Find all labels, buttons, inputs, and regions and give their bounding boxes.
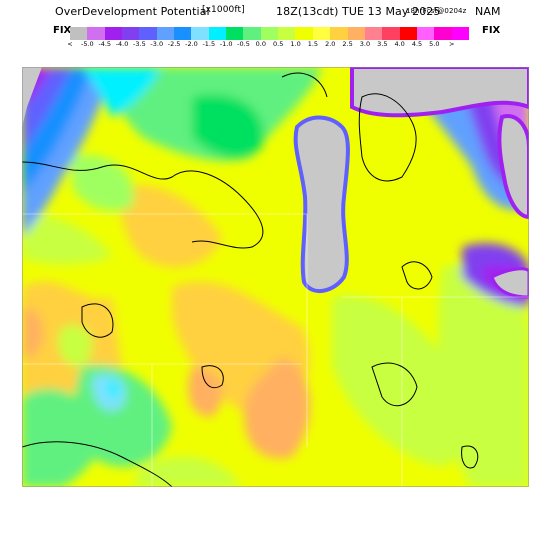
colorbar-swatch	[295, 27, 313, 40]
colorbar-tick-label: -0.5	[237, 40, 250, 48]
colorbar-swatch	[451, 27, 469, 40]
colorbar-swatch	[416, 27, 435, 40]
colorbar-tick-label: >	[448, 40, 455, 48]
colorbar-tick-label: 1.5	[307, 40, 319, 48]
colorbar-swatch	[87, 27, 105, 40]
colorbar-tick-label: 5.0	[429, 40, 440, 48]
product-title: OverDevelopment Potential	[55, 5, 210, 18]
lake-michigan	[293, 115, 350, 293]
colorbar-swatch	[278, 27, 296, 40]
lake-huron	[497, 114, 529, 220]
colorbar-swatch	[226, 27, 244, 40]
lake-erie	[490, 267, 529, 299]
colorbar-tick-label: -1.5	[202, 40, 216, 48]
colorbar-swatch	[399, 27, 417, 40]
colorbar-tick-label: 2.5	[342, 40, 353, 48]
colorbar-tick-label: 0.5	[273, 40, 284, 48]
colorbar-swatch	[104, 27, 123, 40]
colorbar-ticks: < -5.0 -4.5 -4.0 -3.5 -3.0 -2.5 -2.0 -1.5 -1.0 -0.…	[62, 40, 502, 52]
state-boundaries	[22, 213, 529, 487]
lake-superior	[350, 67, 529, 118]
colorbar-tick-label: 3.0	[359, 40, 371, 48]
colorbar-swatch	[70, 27, 88, 40]
colorbar-swatch	[156, 27, 175, 40]
forecast-map	[22, 67, 529, 487]
colorbar-tick-label: 0.0	[255, 40, 267, 48]
colorbar-tick-label: -1.0	[219, 40, 233, 48]
colorbar-tick-label: 4.5	[411, 40, 423, 48]
colorbar-tick-label: -3.0	[150, 40, 164, 48]
colorbar-right-label: FIX	[482, 25, 501, 36]
colorbar-swatch	[243, 27, 261, 40]
colorbar	[70, 27, 469, 40]
forecast-hour: 18hrFcst@0204z	[406, 7, 467, 15]
colorbar-swatch	[382, 27, 400, 40]
colorbar-tick-label: -3.5	[133, 40, 146, 48]
colorbar-swatch	[260, 27, 279, 40]
colorbar-tick-label: -4.0	[115, 40, 129, 48]
colorbar-tick-label: -2.0	[185, 40, 198, 48]
valid-time: 18Z(13cdt) TUE 13 May 2025	[276, 5, 441, 18]
colorbar-swatch	[312, 27, 331, 40]
field-shading	[22, 67, 529, 487]
colorbar-swatch	[174, 27, 192, 40]
colorbar-tick-label: 2.0	[325, 40, 336, 48]
units-label: [x1000ft]	[202, 5, 245, 15]
no-data-area	[22, 67, 42, 127]
colorbar-swatch	[347, 27, 365, 40]
map-frame	[22, 67, 529, 487]
colorbar-swatch	[434, 27, 452, 40]
colorbar-tick-label: 1.0	[290, 40, 301, 48]
colorbar-swatch	[208, 27, 227, 40]
colorbar-swatch	[191, 27, 209, 40]
colorbar-swatch	[330, 27, 348, 40]
colorbar-tick-label: -2.5	[167, 40, 181, 48]
colorbar-swatch	[139, 27, 157, 40]
colorbar-tick-label: 4.0	[394, 40, 405, 48]
colorbar-tick-label: 3.5	[377, 40, 388, 48]
colorbar-left-label: FIX	[53, 25, 72, 36]
chart-title: OverDevelopment Potential [x1000ft] 18Z(…	[0, 5, 552, 21]
colorbar-tick-label: -4.5	[98, 40, 112, 48]
colorbar-swatch	[364, 27, 383, 40]
contours	[22, 72, 479, 487]
colorbar-tick-label: -5.0	[81, 40, 94, 48]
model-name: NAM	[475, 5, 501, 18]
colorbar-swatch	[122, 27, 140, 40]
colorbar-tick-label: <	[67, 40, 73, 48]
